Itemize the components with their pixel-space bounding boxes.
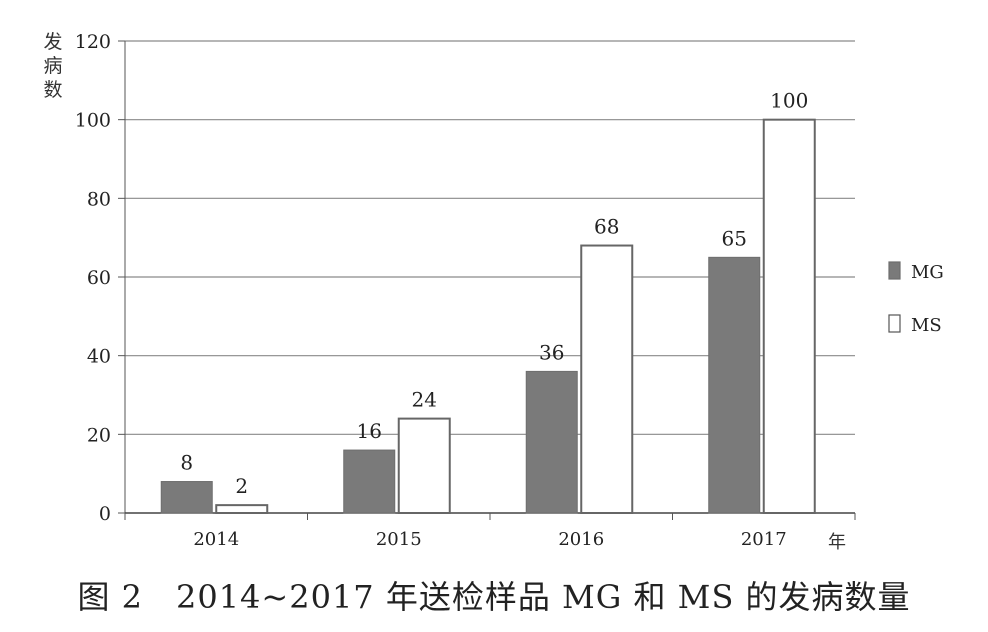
y-tick-label: 0 [99, 503, 111, 525]
data-label: 68 [594, 215, 619, 239]
x-tick-label: 2017 [741, 529, 787, 550]
figure-caption: 图 2 2014~2017 年送检样品 MG 和 MS 的发病数量 [77, 578, 911, 616]
y-tick-label: 40 [87, 346, 111, 368]
x-tick-label: 2016 [558, 529, 604, 550]
legend-swatch-mg [888, 261, 901, 280]
bar-mg [343, 449, 396, 514]
bar-ms [215, 504, 269, 514]
bar-ms [397, 417, 451, 515]
legend-label-mg: MG [911, 262, 944, 283]
bar-mg [525, 370, 578, 514]
bar-ms [580, 244, 634, 515]
x-tick-label: 2014 [193, 529, 239, 550]
bar-ms [762, 118, 816, 515]
y-axis-label: 发病数 [43, 31, 63, 101]
legend-swatch-ms [888, 314, 901, 333]
x-axis-label: 年 [828, 532, 846, 553]
legend-label-ms: MS [911, 315, 942, 336]
y-tick-label: 100 [75, 110, 111, 132]
data-label: 36 [539, 340, 564, 364]
y-tick-label: 120 [75, 31, 111, 53]
data-label: 16 [357, 419, 382, 443]
y-tick-label: 60 [87, 267, 111, 289]
data-label: 65 [722, 226, 747, 250]
data-label: 24 [412, 388, 437, 412]
data-label: 100 [770, 89, 808, 113]
x-tick-label: 2015 [376, 529, 422, 550]
bar-mg [160, 481, 213, 514]
data-label: 8 [180, 451, 193, 475]
bar-mg [708, 256, 761, 514]
y-tick-label: 80 [87, 188, 111, 210]
data-label: 2 [235, 474, 248, 498]
y-tick-label: 20 [87, 424, 111, 446]
